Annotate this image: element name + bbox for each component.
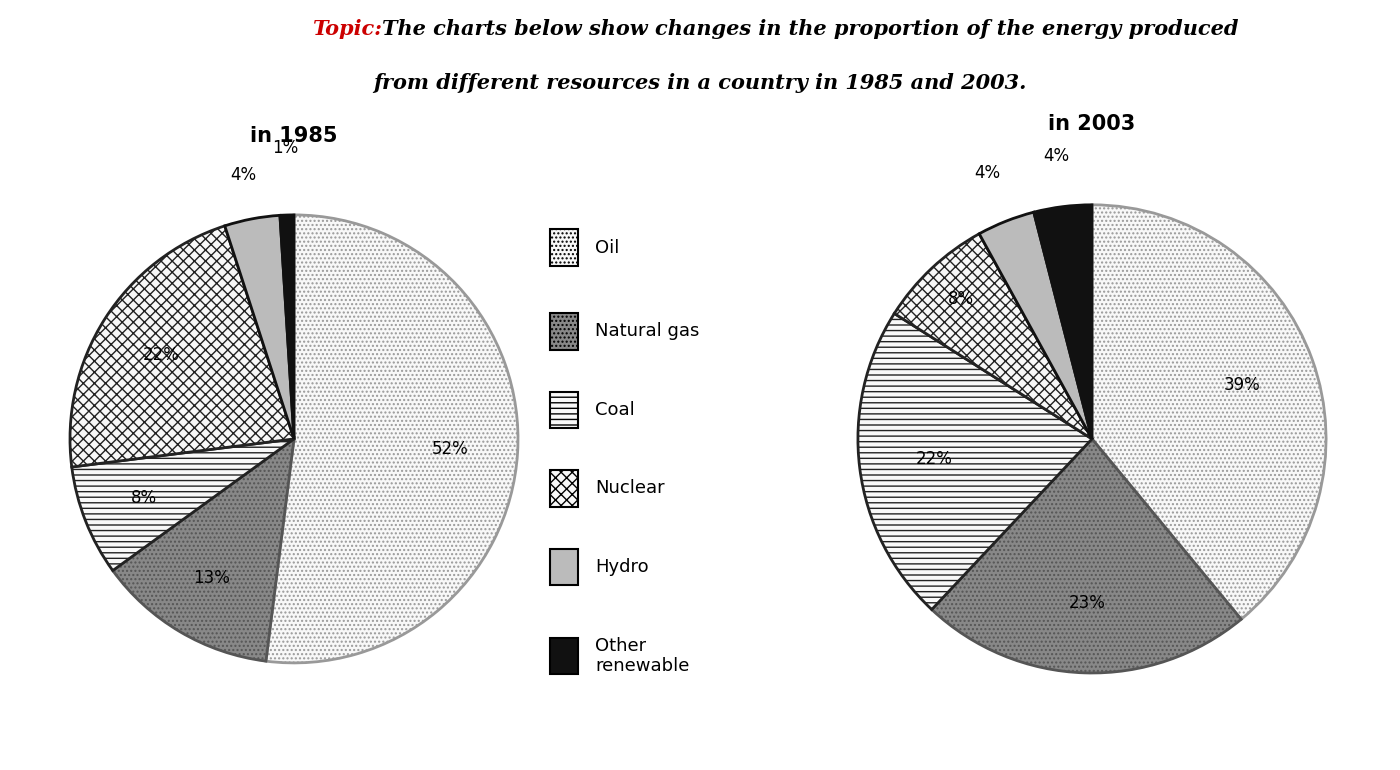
Wedge shape: [280, 215, 294, 439]
Bar: [550, 470, 578, 507]
Wedge shape: [932, 439, 1242, 673]
Text: 13%: 13%: [193, 569, 231, 587]
Text: Other
renewable: Other renewable: [595, 637, 689, 675]
Text: Natural gas: Natural gas: [595, 323, 700, 340]
Text: 23%: 23%: [1068, 594, 1105, 611]
Text: 4%: 4%: [974, 164, 1000, 182]
Text: 1%: 1%: [272, 139, 298, 157]
Text: from different resources in a country in 1985 and 2003.: from different resources in a country in…: [374, 73, 1026, 93]
Text: Oil: Oil: [595, 239, 619, 256]
Title: in 2003: in 2003: [1049, 114, 1135, 134]
Wedge shape: [1033, 205, 1092, 439]
Wedge shape: [1092, 205, 1326, 619]
Wedge shape: [71, 439, 294, 571]
Text: 8%: 8%: [948, 290, 973, 308]
Text: Hydro: Hydro: [595, 558, 648, 576]
Wedge shape: [979, 213, 1092, 439]
Text: 22%: 22%: [916, 450, 952, 468]
Wedge shape: [858, 313, 1092, 610]
Text: 52%: 52%: [433, 440, 469, 457]
Bar: [550, 549, 578, 585]
Text: 4%: 4%: [1043, 146, 1070, 165]
Bar: [550, 313, 578, 350]
Text: Topic:: Topic:: [312, 19, 382, 39]
Bar: [550, 638, 578, 675]
Wedge shape: [70, 226, 294, 467]
Text: The charts below show changes in the proportion of the energy produced: The charts below show changes in the pro…: [382, 19, 1239, 39]
Text: 39%: 39%: [1224, 376, 1260, 394]
Text: Coal: Coal: [595, 401, 634, 419]
Wedge shape: [266, 215, 518, 663]
Bar: [550, 229, 578, 266]
Text: 22%: 22%: [143, 346, 181, 364]
Text: Nuclear: Nuclear: [595, 480, 665, 497]
Wedge shape: [895, 234, 1092, 439]
Bar: [550, 392, 578, 428]
Wedge shape: [225, 216, 294, 439]
Wedge shape: [113, 439, 294, 661]
Title: in 1985: in 1985: [251, 126, 337, 146]
Text: 4%: 4%: [231, 166, 256, 184]
Text: 8%: 8%: [132, 489, 157, 507]
Text: Topic: The charts below show changes in the proportion of the energy produced: Topic: The charts below show changes in …: [234, 19, 1166, 39]
